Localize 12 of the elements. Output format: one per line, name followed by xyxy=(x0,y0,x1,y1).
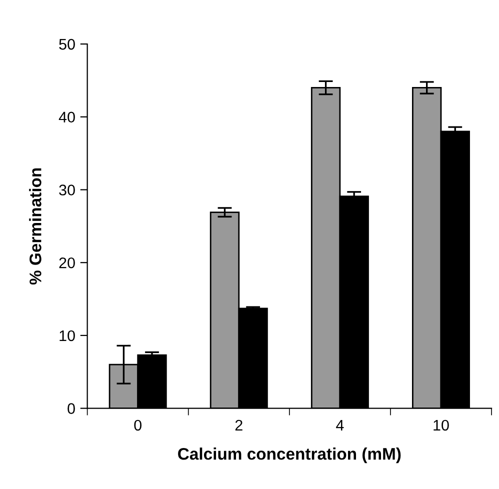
x-tick-label: 2 xyxy=(235,420,242,430)
x-tick-label: 0 xyxy=(134,420,142,431)
x-tick-label: 4 xyxy=(336,420,344,430)
x-tick-label: 10 xyxy=(434,420,449,431)
x-axis-title: Calcium concentration (mM) xyxy=(178,448,401,464)
y-tick-label: 0 xyxy=(68,403,75,414)
y-tick-label: 40 xyxy=(58,112,75,123)
y-tick-label: 30 xyxy=(59,184,75,196)
y-tick-label: 10 xyxy=(60,330,75,342)
y-tick-label: 20 xyxy=(59,257,75,268)
y-tick-label: 50 xyxy=(59,38,75,50)
y-axis-title: % Germination xyxy=(29,168,42,285)
